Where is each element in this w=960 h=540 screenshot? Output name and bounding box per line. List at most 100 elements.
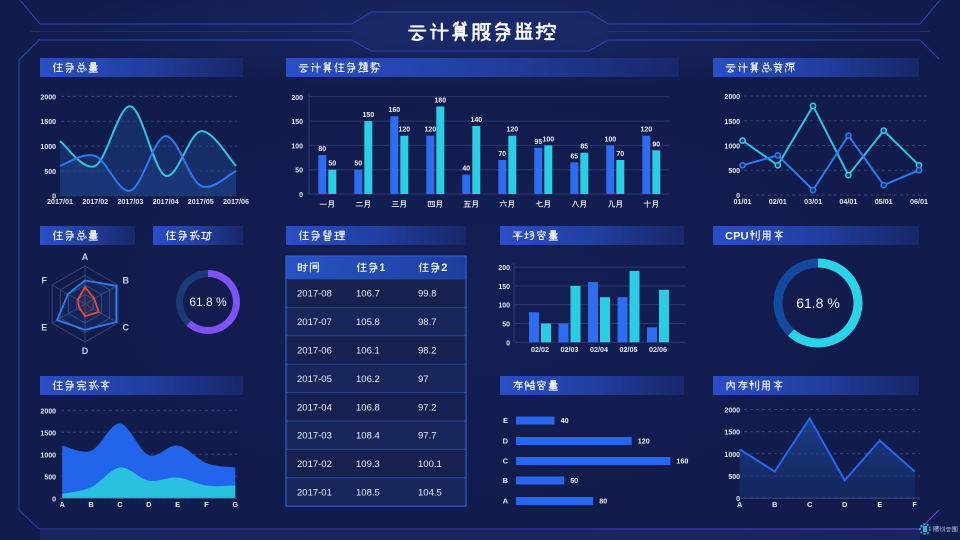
- svg-text:F: F: [204, 500, 209, 509]
- svg-text:1000: 1000: [724, 452, 740, 459]
- svg-text:40: 40: [462, 166, 470, 173]
- svg-text:500: 500: [44, 474, 56, 481]
- svg-text:2000: 2000: [40, 94, 56, 101]
- svg-text:100.1: 100.1: [418, 459, 442, 470]
- svg-text:106.2: 106.2: [356, 374, 380, 385]
- svg-text:05/01: 05/01: [875, 197, 893, 206]
- svg-text:C: C: [122, 323, 129, 333]
- svg-text:06/01: 06/01: [910, 197, 928, 206]
- svg-text:2000: 2000: [724, 408, 740, 415]
- svg-text:1: 1: [379, 262, 385, 274]
- svg-text:1000: 1000: [724, 144, 740, 151]
- svg-text:2017/06: 2017/06: [223, 197, 249, 206]
- svg-text:106.1: 106.1: [356, 346, 380, 357]
- svg-text:150: 150: [362, 112, 374, 119]
- svg-text:D: D: [146, 500, 152, 509]
- svg-text:B: B: [772, 500, 778, 509]
- svg-text:C: C: [117, 500, 123, 509]
- svg-text:D: D: [503, 437, 509, 446]
- svg-text:E: E: [503, 416, 508, 425]
- svg-text:80: 80: [318, 146, 326, 153]
- svg-text:70: 70: [616, 151, 624, 158]
- svg-text:E: E: [877, 500, 882, 509]
- svg-text:100: 100: [604, 136, 616, 143]
- svg-text:104.5: 104.5: [418, 488, 442, 499]
- svg-text:50: 50: [328, 161, 336, 168]
- svg-text:200: 200: [498, 265, 510, 272]
- svg-text:E: E: [175, 500, 180, 509]
- svg-text:50: 50: [295, 168, 303, 175]
- svg-text:D: D: [842, 500, 848, 509]
- svg-text:105.8: 105.8: [356, 317, 380, 328]
- svg-text:1500: 1500: [40, 119, 56, 126]
- svg-text:2017-03: 2017-03: [297, 431, 332, 442]
- svg-text:0: 0: [736, 496, 740, 503]
- svg-text:02/06: 02/06: [649, 345, 667, 354]
- svg-text:03/01: 03/01: [804, 197, 822, 206]
- svg-text:65: 65: [570, 153, 578, 160]
- svg-text:0: 0: [52, 194, 56, 201]
- svg-text:108.4: 108.4: [356, 431, 380, 442]
- svg-text:2017/02: 2017/02: [82, 197, 108, 206]
- svg-text:100: 100: [291, 143, 303, 150]
- svg-text:04/01: 04/01: [839, 197, 857, 206]
- svg-text:2017/03: 2017/03: [117, 197, 143, 206]
- svg-text:F: F: [912, 500, 917, 509]
- svg-text:0: 0: [52, 496, 56, 503]
- svg-text:2017-02: 2017-02: [297, 459, 332, 470]
- svg-text:B: B: [122, 276, 129, 286]
- svg-text:2017/04: 2017/04: [153, 197, 179, 206]
- svg-text:50: 50: [570, 476, 578, 485]
- svg-text:2017-06: 2017-06: [297, 346, 332, 357]
- svg-text:CPU: CPU: [725, 230, 749, 242]
- svg-text:61.8 %: 61.8 %: [796, 295, 840, 311]
- svg-text:97: 97: [418, 374, 429, 385]
- svg-text:120: 120: [640, 127, 652, 134]
- svg-text:A: A: [737, 500, 743, 509]
- svg-text:200: 200: [291, 95, 303, 102]
- svg-text:02/03: 02/03: [561, 345, 579, 354]
- svg-text:500: 500: [728, 168, 740, 175]
- svg-text:B: B: [88, 500, 94, 509]
- svg-text:50: 50: [502, 322, 510, 329]
- svg-text:106.8: 106.8: [356, 402, 380, 413]
- svg-text:1000: 1000: [40, 452, 56, 459]
- svg-text:02/05: 02/05: [620, 345, 638, 354]
- svg-text:F: F: [42, 276, 48, 286]
- svg-text:180: 180: [434, 98, 446, 105]
- svg-text:1500: 1500: [40, 430, 56, 437]
- svg-text:109.3: 109.3: [356, 459, 380, 470]
- svg-text:50: 50: [354, 161, 362, 168]
- svg-text:120: 120: [398, 127, 410, 134]
- svg-text:C: C: [503, 457, 509, 466]
- svg-text:160: 160: [676, 457, 688, 466]
- svg-text:150: 150: [498, 284, 510, 291]
- svg-text:40: 40: [561, 416, 569, 425]
- svg-text:106.7: 106.7: [356, 289, 380, 300]
- svg-text:01/01: 01/01: [734, 197, 752, 206]
- svg-text:2017-08: 2017-08: [297, 289, 332, 300]
- svg-text:500: 500: [44, 169, 56, 176]
- svg-text:2: 2: [441, 262, 447, 274]
- svg-text:2017-01: 2017-01: [297, 488, 332, 499]
- svg-text:A: A: [503, 497, 509, 506]
- svg-text:2000: 2000: [40, 408, 56, 415]
- svg-text:0: 0: [736, 193, 740, 200]
- svg-text:1500: 1500: [724, 119, 740, 126]
- svg-text:0: 0: [506, 340, 510, 347]
- svg-text:02/01: 02/01: [769, 197, 787, 206]
- svg-text:1000: 1000: [40, 144, 56, 151]
- svg-text:1500: 1500: [724, 430, 740, 437]
- svg-text:2017/01: 2017/01: [47, 197, 73, 206]
- svg-text:C: C: [807, 500, 813, 509]
- svg-text:120: 120: [638, 437, 650, 446]
- svg-text:160: 160: [388, 107, 400, 114]
- svg-text:98.2: 98.2: [418, 346, 437, 357]
- svg-text:A: A: [82, 252, 89, 262]
- svg-text:02/04: 02/04: [590, 345, 608, 354]
- svg-text:61.8 %: 61.8 %: [189, 295, 227, 309]
- svg-text:G: G: [232, 500, 238, 509]
- svg-text:2017-04: 2017-04: [297, 402, 332, 413]
- svg-text:99.8: 99.8: [418, 289, 437, 300]
- svg-text:120: 120: [424, 127, 436, 134]
